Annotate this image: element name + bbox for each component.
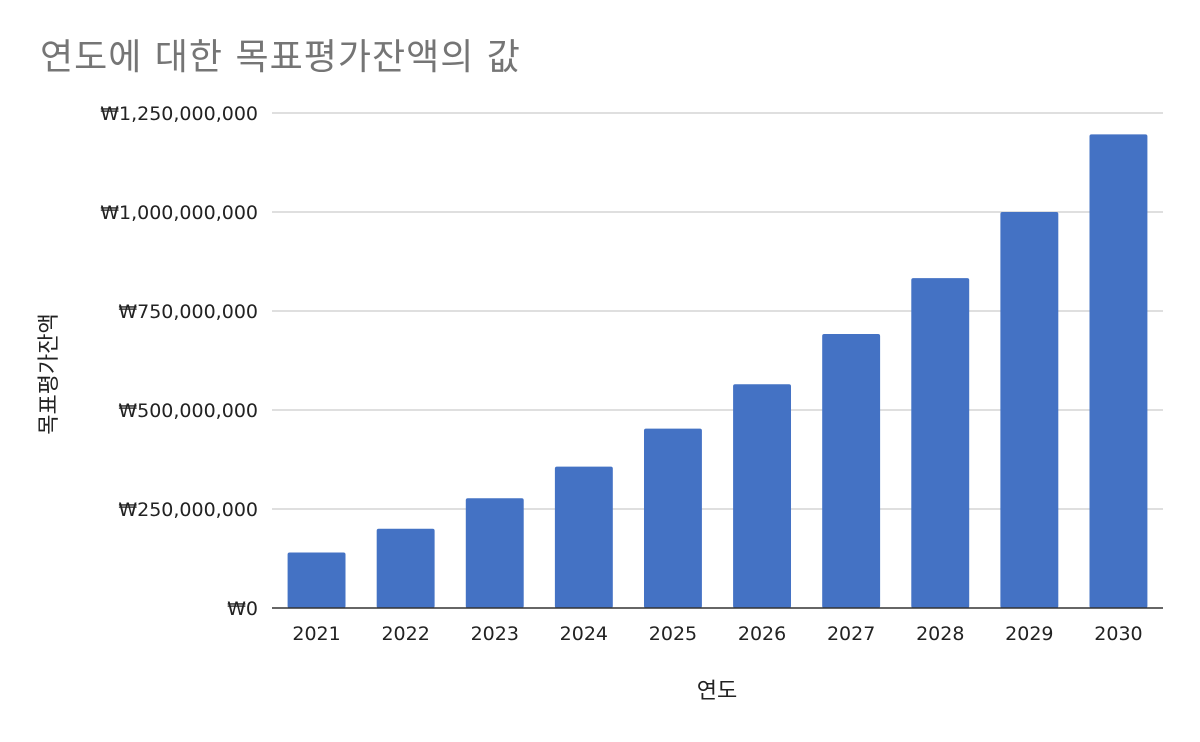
y-axis-label: 목표평가잔액: [37, 313, 62, 434]
bar-2027: [822, 333, 881, 608]
x-tick-label: 2025: [649, 623, 697, 645]
bar-2028: [911, 278, 970, 608]
y-axis-ticks: ₩0 ₩250,000,000 ₩500,000,000 ₩750,000,000 ₩1…: [100, 103, 258, 620]
bar-2024: [554, 466, 613, 608]
bar-2026: [733, 384, 792, 608]
x-tick-label: 2026: [738, 623, 786, 645]
x-tick-label: 2021: [292, 623, 340, 645]
bars: [287, 134, 1148, 608]
y-tick-label: ₩1,000,000,000: [100, 202, 258, 224]
y-tick-label: ₩250,000,000: [118, 499, 258, 521]
x-axis-ticks: 2021 2022 2023 2024 2025 2026 2027 2028 2029 2030: [292, 623, 1142, 645]
bar-2022: [376, 528, 435, 608]
bar-2029: [1000, 212, 1059, 608]
x-tick-label: 2023: [471, 623, 519, 645]
bar-2025: [643, 428, 702, 608]
y-tick-label: ₩750,000,000: [118, 301, 258, 323]
chart-title: 연도에 대한 목표평가잔액의 값: [40, 37, 521, 78]
y-tick-label: ₩0: [227, 598, 258, 620]
x-tick-label: 2022: [381, 623, 429, 645]
x-tick-label: 2029: [1005, 623, 1053, 645]
bar-2030: [1089, 134, 1148, 608]
x-tick-label: 2024: [560, 623, 608, 645]
x-tick-label: 2030: [1094, 623, 1142, 645]
bar-2021: [287, 552, 346, 608]
y-tick-label: ₩500,000,000: [118, 400, 258, 422]
bar-2023: [465, 498, 524, 608]
y-tick-label: ₩1,250,000,000: [100, 103, 258, 125]
x-axis-label: 연도: [697, 679, 737, 704]
x-tick-label: 2027: [827, 623, 875, 645]
x-tick-label: 2028: [916, 623, 964, 645]
